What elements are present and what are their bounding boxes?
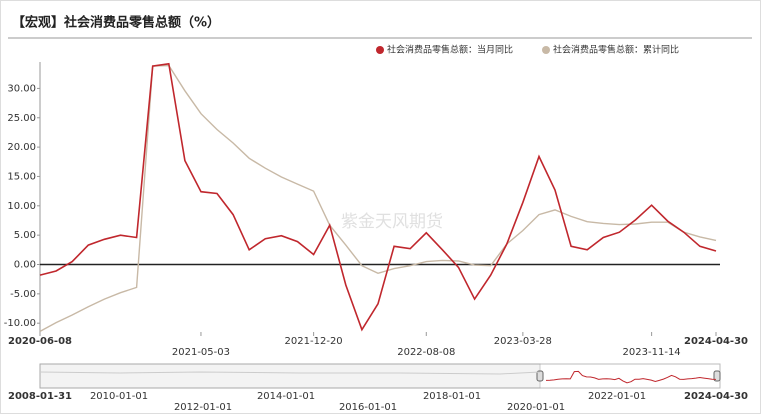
legend-marker bbox=[376, 46, 384, 54]
navigator-label: 2008-01-31 bbox=[8, 391, 72, 402]
x-tick-label: 2022-08-08 bbox=[397, 347, 455, 358]
navigator-history bbox=[39, 371, 541, 375]
navigator-label: 2018-01-01 bbox=[423, 391, 481, 402]
x-tick-label: 2023-11-14 bbox=[623, 347, 681, 358]
y-tick-label: -5.00 bbox=[10, 289, 36, 300]
legend-label: 社会消费品零售总额：累计同比 bbox=[553, 44, 679, 56]
navigator-label: 2014-01-01 bbox=[257, 391, 315, 402]
chart-title: 【宏观】社会消费品零售总额（%） bbox=[12, 15, 220, 31]
navigator-label: 2016-01-01 bbox=[339, 402, 397, 413]
navigator-label: 2020-01-01 bbox=[507, 402, 565, 413]
legend-marker bbox=[542, 46, 550, 54]
watermark: 紫金天风期货 bbox=[341, 212, 443, 232]
x-tick-label: 2024-04-30 bbox=[684, 336, 748, 347]
x-tick-label: 2023-03-28 bbox=[494, 336, 552, 347]
y-tick-label: -10.00 bbox=[4, 318, 36, 329]
navigator-label: 2012-01-01 bbox=[174, 402, 232, 413]
y-tick-label: 10.00 bbox=[7, 201, 36, 212]
navigator-handle[interactable] bbox=[536, 370, 544, 382]
x-tick-label: 2020-06-08 bbox=[8, 336, 72, 347]
navigator-label: 2010-01-01 bbox=[90, 391, 148, 402]
x-tick-label: 2021-05-03 bbox=[172, 347, 230, 358]
y-tick-label: 25.00 bbox=[7, 113, 36, 124]
navigator-mask bbox=[39, 363, 541, 389]
y-tick-label: 20.00 bbox=[7, 142, 36, 153]
y-tick-label: 0.00 bbox=[14, 260, 36, 271]
series-line bbox=[39, 62, 717, 332]
navigator-label: 2022-01-01 bbox=[588, 391, 646, 402]
y-tick-label: 15.00 bbox=[7, 171, 36, 182]
navigator-line bbox=[545, 370, 717, 384]
navigator-handle[interactable] bbox=[713, 370, 721, 382]
navigator-label: 2024-04-30 bbox=[684, 391, 748, 402]
x-tick-label: 2021-12-20 bbox=[285, 336, 343, 347]
y-tick-label: 30.00 bbox=[7, 83, 36, 94]
y-tick-label: 5.00 bbox=[14, 230, 36, 241]
legend-label: 社会消费品零售总额：当月同比 bbox=[387, 44, 513, 56]
